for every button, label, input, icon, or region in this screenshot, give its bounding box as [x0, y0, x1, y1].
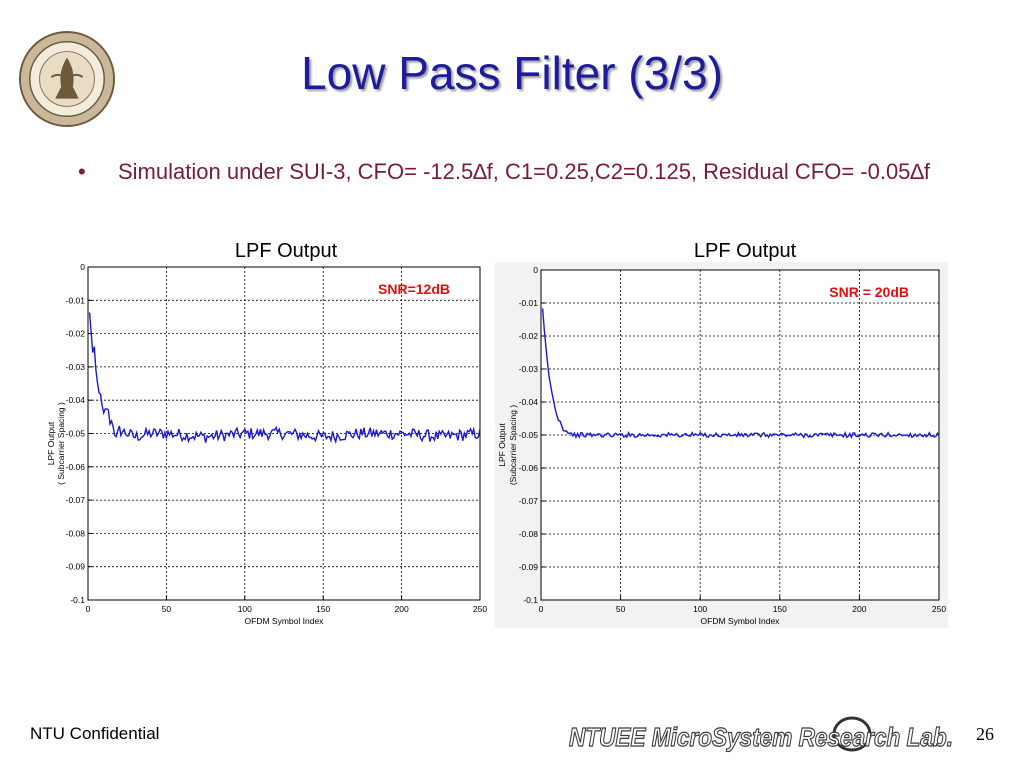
y-axis-label: LPF Output — [46, 421, 56, 465]
y-tick-label: -0.1 — [70, 595, 85, 605]
x-tick-label: 50 — [162, 604, 172, 614]
y-tick-label: -0.07 — [66, 495, 86, 505]
y-tick-label: -0.03 — [519, 364, 539, 374]
x-tick-label: 250 — [932, 604, 946, 614]
slide-title: Low Pass Filter (3/3) — [301, 47, 723, 99]
x-axis-label: OFDM Symbol Index — [245, 616, 325, 626]
x-tick-label: 100 — [238, 604, 252, 614]
x-tick-label: 250 — [473, 604, 487, 614]
y-axis-label: LPF Output — [497, 423, 507, 467]
y-tick-label: -0.04 — [66, 395, 86, 405]
lab-logo-text: NTUEE MicroSystem Research Lab. — [569, 722, 953, 752]
y-tick-label: -0.05 — [66, 429, 86, 439]
chart-title-right: LPF Output — [693, 240, 797, 262]
y-tick-label: -0.09 — [66, 562, 86, 572]
x-tick-label: 100 — [693, 604, 707, 614]
y-tick-label: -0.07 — [519, 496, 539, 506]
y-tick-label: -0.04 — [519, 397, 539, 407]
lpf-chart-snr20: 0 50 100 150 200 250 0 -0.01 -0.02 -0.03 -0.04 -0.0… — [495, 262, 948, 628]
y-tick-label: 0 — [533, 265, 538, 275]
y-tick-label: -0.05 — [519, 430, 539, 440]
x-axis-label: OFDM Symbol Index — [701, 616, 781, 626]
y-axis-label-unit: (Subcarrier Spacing ) — [508, 405, 518, 485]
plot-frame — [87, 266, 481, 601]
bullet-text: Simulation under SUI-3, CFO= -12.5∆f, C1… — [118, 159, 930, 184]
x-tick-label: 150 — [773, 604, 787, 614]
y-tick-label: -0.01 — [66, 295, 86, 305]
y-tick-label: -0.09 — [519, 562, 539, 572]
bullet-marker: • — [78, 159, 86, 184]
lpf-output-line — [88, 312, 481, 445]
y-tick-label: -0.08 — [519, 529, 539, 539]
y-tick-label: -0.01 — [519, 298, 539, 308]
y-tick-label: -0.02 — [66, 329, 86, 339]
x-tick-label: 200 — [395, 604, 409, 614]
snr-annotation: SNR=12dB — [378, 281, 450, 297]
university-seal-logo — [18, 30, 116, 128]
y-tick-label: -0.08 — [66, 528, 86, 538]
page-number: 26 — [976, 724, 994, 744]
x-tick-label: 150 — [316, 604, 330, 614]
y-tick-label: 0 — [80, 262, 85, 272]
y-tick-label: -0.1 — [523, 595, 538, 605]
x-tick-label: 0 — [86, 604, 91, 614]
y-tick-label: -0.06 — [519, 463, 539, 473]
x-tick-label: 50 — [616, 604, 626, 614]
lpf-chart-snr12: 0 50 100 150 200 250 0 -0.01 -0.02 -0.03 -0.04 -0.0… — [44, 262, 490, 628]
y-tick-label: -0.03 — [66, 362, 86, 372]
y-tick-label: -0.02 — [519, 331, 539, 341]
lab-logo: NTUEE MicroSystem Research Lab. — [568, 716, 954, 753]
snr-annotation: SNR = 20dB — [829, 284, 909, 300]
x-tick-label: 0 — [539, 604, 544, 614]
chart-title-left: LPF Output — [234, 240, 338, 262]
lpf-output-line — [541, 308, 940, 440]
y-axis-label-unit: ( Subcarrier Spacing ) — [56, 402, 66, 485]
footer-confidential: NTU Confidential — [30, 724, 160, 743]
x-tick-label: 200 — [852, 604, 866, 614]
bullet-item: • Simulation under SUI-3, CFO= -12.5∆f, C… — [78, 159, 930, 185]
y-tick-label: -0.06 — [66, 462, 86, 472]
